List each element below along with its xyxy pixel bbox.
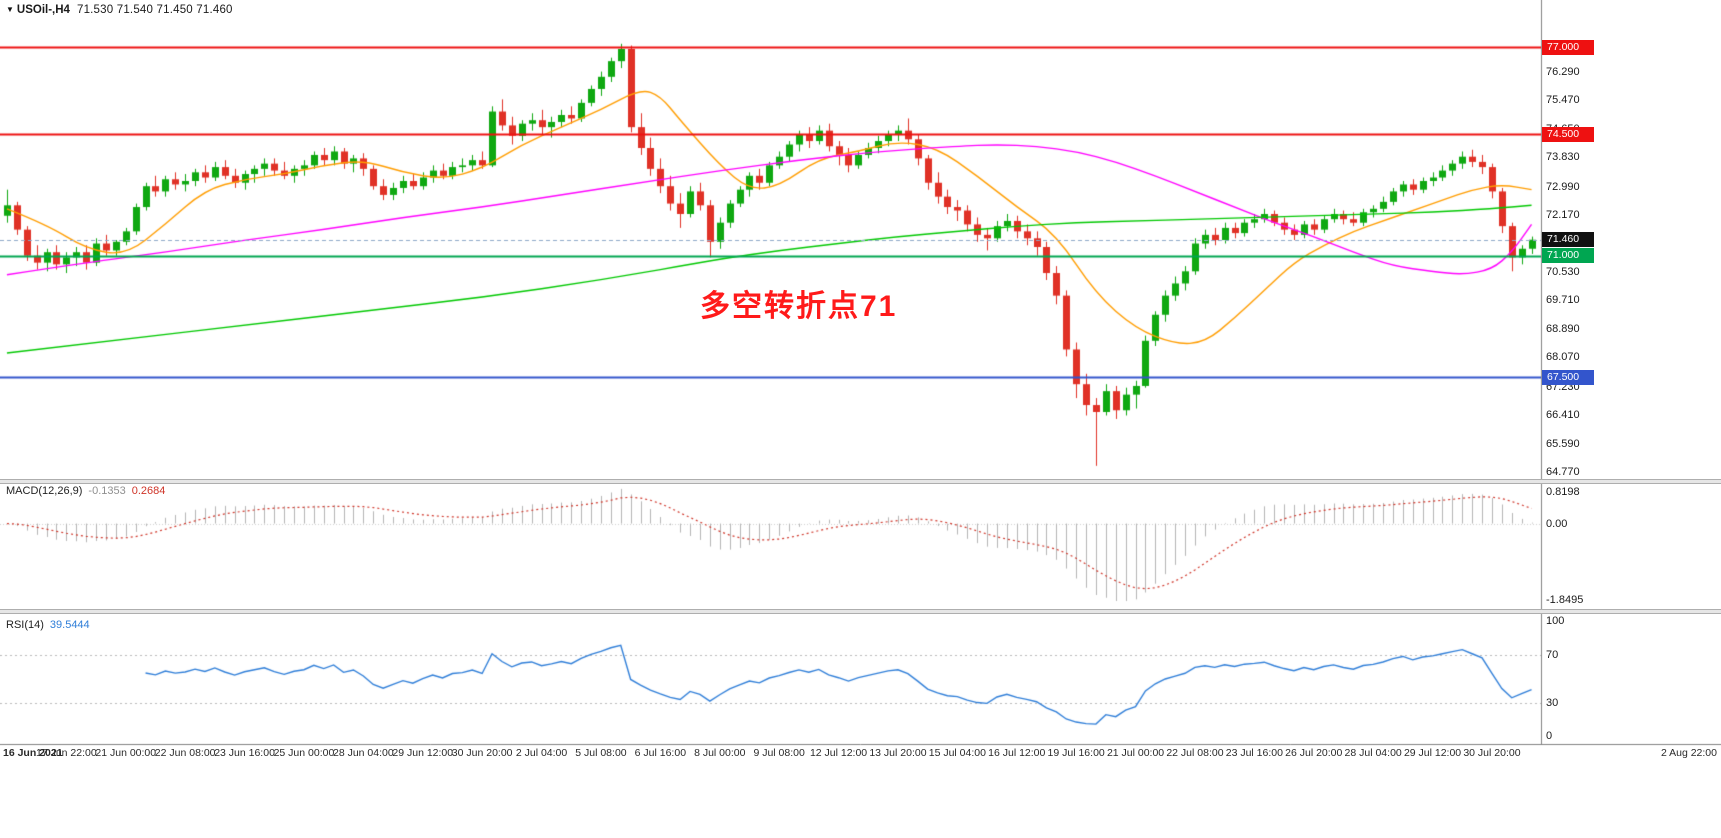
annotation-text[interactable]: 多空转折点71 (700, 290, 898, 323)
current-bar-ohlc: 71.530 71.540 71.450 71.460 (76, 4, 233, 16)
macd-signal-value: 0.2684 (131, 485, 166, 497)
macd-main-value: -0.1353 (88, 485, 126, 497)
rsi-value: 39.5444 (49, 619, 90, 631)
macd-indicator-header: MACD(12,26,9) -0.1353 0.2684 (6, 485, 171, 497)
rsi-label: RSI(14) (6, 619, 44, 631)
panel-separator[interactable] (0, 609, 1721, 614)
chart-canvas[interactable] (0, 0, 1721, 762)
symbol-dropdown-icon[interactable]: ▼ (6, 5, 14, 14)
symbol-timeframe-label: USOil-,H4 (16, 4, 70, 16)
time-axis[interactable] (0, 744, 1721, 762)
panel-separator[interactable] (0, 479, 1721, 484)
macd-label: MACD(12,26,9) (6, 485, 83, 497)
rsi-indicator-header: RSI(14) 39.5444 (6, 619, 96, 631)
chart-title: ▼ USOil-,H4 71.530 71.540 71.450 71.460 (6, 4, 233, 16)
price-axis[interactable] (1541, 0, 1721, 744)
